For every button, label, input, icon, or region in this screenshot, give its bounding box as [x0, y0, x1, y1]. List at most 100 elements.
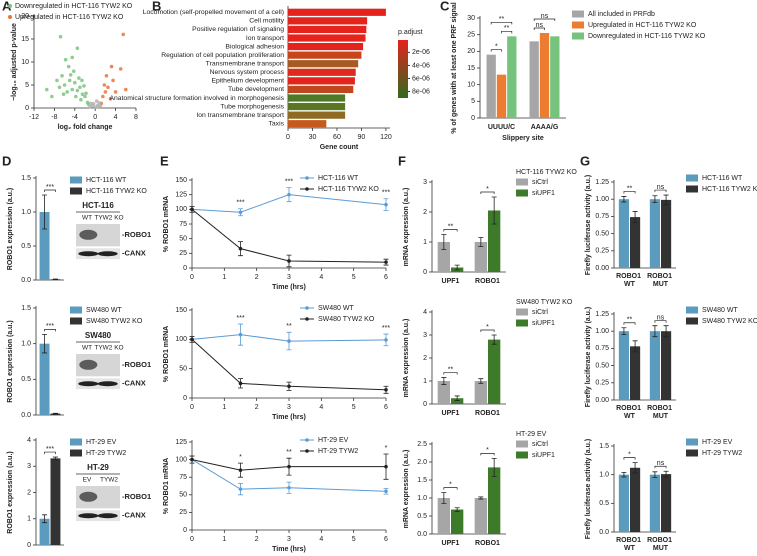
point — [61, 92, 66, 96]
point — [287, 384, 291, 389]
point — [111, 78, 115, 83]
point — [108, 97, 113, 101]
y-tick-label: 0 — [183, 527, 187, 534]
legend-swatch — [516, 178, 528, 186]
x-tick-label: 6 — [384, 274, 388, 281]
bar — [437, 242, 450, 272]
y-tick-label: 10 — [467, 82, 475, 89]
significance-label: * — [239, 454, 242, 461]
y-tick-label: 150 — [175, 307, 187, 314]
legend-swatch — [70, 176, 82, 184]
x-tick-label: UPF1 — [442, 410, 460, 417]
point — [94, 99, 99, 103]
y-tick-label: 15 — [21, 36, 29, 43]
legend-swatch — [572, 10, 584, 18]
y-tick-label: 25 — [179, 509, 187, 516]
x-tick-label: 1 — [222, 404, 226, 411]
x-tick-label: ROBO1 WT — [616, 537, 643, 552]
blot-band-label: -ROBO1 — [122, 360, 151, 369]
point — [82, 84, 86, 88]
significance-label: *** — [382, 325, 390, 332]
x-tick-label: 60 — [333, 134, 341, 141]
legend-label: HT-29 EV — [86, 439, 117, 446]
y-tick-label: 0.25 — [595, 248, 609, 255]
y-tick-label: 0.5 — [21, 243, 31, 250]
blot-band — [79, 491, 98, 502]
bar — [488, 339, 501, 404]
y-tick-label: 2 — [423, 355, 427, 362]
legend-label: HT-29 EV — [318, 437, 349, 444]
legend-swatch — [686, 174, 698, 182]
blot-lane: WT — [82, 215, 92, 222]
y-tick-label: 1.25 — [595, 311, 609, 318]
point — [75, 88, 80, 93]
significance-label: *** — [46, 184, 54, 191]
legend-swatch — [516, 308, 528, 316]
y-tick-label: Cell motility — [249, 18, 284, 25]
y-tick-label: 125 — [175, 439, 187, 446]
y-tick-label: 1.0 — [417, 495, 427, 502]
line — [191, 334, 387, 342]
y-tick-label: 3 — [423, 179, 427, 186]
point — [238, 332, 243, 337]
bar — [488, 210, 501, 272]
y-tick-label: 30 — [467, 15, 475, 22]
legend-swatch — [305, 306, 309, 310]
x-tick-label: -12 — [29, 114, 39, 121]
point — [77, 76, 81, 80]
bar — [288, 85, 354, 94]
bar — [661, 331, 672, 400]
legend-label: siCtrl — [532, 309, 548, 316]
y-tick-label: 0.50 — [595, 230, 609, 237]
legend-swatch — [516, 319, 528, 327]
significance-label: * — [486, 186, 489, 193]
legend-label: HT-29 TYW2 — [318, 448, 358, 455]
error-bar — [491, 334, 497, 345]
significance-bracket — [480, 453, 495, 456]
significance-label: *** — [236, 315, 244, 322]
panel-label: B — [152, 0, 161, 13]
point — [106, 85, 110, 90]
y-tick-label: Nervous system process — [210, 69, 285, 76]
significance-bracket — [443, 372, 458, 375]
significance-bracket — [654, 189, 667, 193]
legend-label: HCT-116 WT — [86, 177, 127, 184]
error-bar — [454, 507, 460, 512]
significance-bracket — [533, 18, 556, 21]
bar — [451, 398, 464, 404]
bar — [50, 458, 61, 545]
legend-swatch — [516, 189, 528, 197]
y-axis-label: Firefly luciferase activity (a.u.) — [585, 175, 592, 275]
significance-bracket — [654, 320, 667, 323]
point — [57, 85, 62, 90]
legend-label: siUPF1 — [532, 452, 555, 459]
blot-band-label: -CANX — [122, 249, 146, 258]
significance-label: ns — [657, 460, 665, 467]
bar — [496, 74, 507, 118]
legend-swatch — [686, 306, 698, 314]
blot-title: HT-29 — [87, 463, 109, 472]
significance-label: *** — [285, 178, 293, 185]
significance-label: ** — [286, 323, 292, 330]
y-tick-label: 0.5 — [21, 376, 31, 383]
legend-swatch — [305, 317, 309, 321]
y-tick-label: 1.5 — [599, 443, 609, 450]
y-tick-label: 4 — [423, 309, 427, 316]
error-bar — [663, 470, 669, 478]
bar — [474, 242, 487, 272]
blot-band-label: -CANX — [122, 379, 146, 388]
legend-label: HCT-116 WT — [318, 175, 359, 182]
point — [50, 94, 54, 99]
significance-label: ns — [657, 315, 665, 322]
x-tick-label: ROBO1 WT — [616, 405, 643, 420]
y-tick-label: 1.00 — [595, 328, 609, 335]
y-tick-label: 0 — [423, 401, 427, 408]
point — [238, 468, 243, 472]
y-tick-label: 0.0 — [417, 531, 427, 538]
x-tick-label: 90 — [358, 134, 366, 141]
y-tick-label: 0.00 — [595, 397, 609, 404]
point — [118, 67, 123, 71]
error-bar — [663, 325, 669, 338]
point — [384, 387, 388, 392]
y-tick-label: 1.00 — [595, 196, 609, 203]
